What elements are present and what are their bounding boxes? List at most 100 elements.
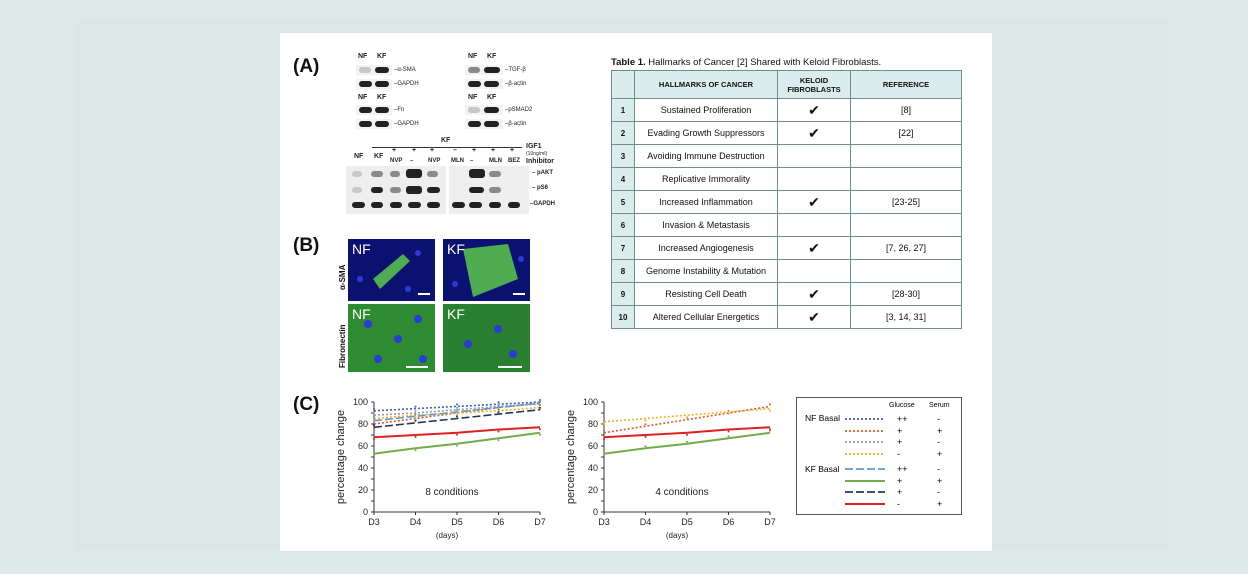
- panel-label-a: (A): [293, 56, 320, 77]
- table-header-cell: HALLMARKS OF CANCER: [634, 70, 778, 99]
- blot-col-kf: KF: [487, 53, 497, 60]
- legend-serum-value: +: [937, 448, 943, 459]
- blot-row-label: – pAKT: [532, 170, 553, 176]
- chart-title: 8 conditions: [425, 487, 478, 498]
- blot-row-label: – pS6: [532, 185, 549, 191]
- y-axis-label: percentage change: [565, 410, 577, 504]
- x-tick-label: D7: [534, 517, 546, 527]
- micrograph-row-label: α-SMA: [338, 264, 347, 290]
- micrograph-tag: NF: [352, 306, 371, 322]
- table-cell-ref: [7, 26, 27]: [850, 236, 962, 260]
- legend-serum-value: +: [937, 498, 943, 509]
- table-row: 10 Altered Cellular Energetics ✔ [3, 14, 31…: [611, 305, 962, 329]
- chart-legend: Glucose Serum NF Basal KF Basal ++ - + + + - -…: [796, 397, 962, 515]
- y-tick-label: 0: [363, 507, 368, 517]
- series-line: [373, 402, 541, 422]
- table-cell-check: ✔: [777, 282, 851, 306]
- data-point: [497, 404, 500, 407]
- table-row: 9 Resisting Cell Death ✔ [28-30]: [611, 282, 962, 306]
- table-title: Table 1. Hallmarks of Cancer [2] Shared …: [611, 57, 881, 68]
- data-point: [603, 450, 605, 453]
- table-cell-num: 1: [611, 98, 635, 122]
- data-point: [414, 419, 417, 422]
- series-line: [603, 431, 771, 455]
- table-cell-check: ✔: [777, 98, 851, 122]
- blot-bottom-right: [449, 166, 529, 214]
- table-header-cell: [611, 70, 635, 99]
- blot-row-label: –α-SMA: [394, 67, 416, 73]
- x-tick-label: D4: [640, 517, 652, 527]
- y-tick-label: 60: [358, 441, 368, 451]
- y-tick-label: 100: [353, 397, 368, 407]
- data-point: [456, 433, 458, 436]
- micrograph-nf-fibronectin: NF: [348, 304, 435, 372]
- blot-igf-sign: –: [453, 147, 457, 154]
- panel-label-c: (C): [293, 394, 320, 415]
- legend-nf-label: NF Basal: [805, 413, 840, 423]
- data-point: [644, 445, 647, 448]
- table-cell-ref: [22]: [850, 121, 962, 145]
- table-cell-hallmark: Replicative Immorality: [634, 167, 778, 191]
- blot-band-row: [356, 119, 392, 129]
- blot-band-row: [465, 105, 503, 115]
- table-cell-ref: [28-30]: [850, 282, 962, 306]
- legend-swatch: [845, 452, 885, 455]
- data-point: [373, 407, 375, 410]
- table-cell-ref: [850, 213, 962, 237]
- table-cell-ref: [850, 259, 962, 283]
- data-point: [456, 408, 458, 411]
- legend-serum-value: -: [937, 414, 940, 424]
- blot-col-nf: NF: [358, 53, 368, 60]
- legend-serum-value: -: [937, 464, 940, 474]
- blot-row-label: –GAPDH: [394, 81, 419, 87]
- y-axis-label: percentage change: [335, 410, 347, 504]
- table-cell-ref: [3, 14, 31]: [850, 305, 962, 329]
- chart-title: 4 conditions: [655, 487, 708, 498]
- y-tick-label: 20: [358, 485, 368, 495]
- x-tick-label: D6: [493, 517, 505, 527]
- x-tick-label: D7: [764, 517, 776, 527]
- data-point: [456, 444, 458, 447]
- blot-row-label: –Fn: [394, 107, 405, 113]
- blot-col-kf: KF: [377, 94, 387, 101]
- table-row: 7 Increased Angiogenesis ✔ [7, 26, 27]: [611, 236, 962, 260]
- blot-inhibitor-cell: BEZ: [508, 158, 520, 164]
- micrograph-kf-fibronectin: KF: [443, 304, 530, 372]
- table-cell-num: 8: [611, 259, 635, 283]
- blot-col-nf: NF: [468, 94, 478, 101]
- legend-swatch: [845, 491, 885, 493]
- data-point: [603, 429, 605, 432]
- data-point: [727, 435, 730, 438]
- table-row: 1 Sustained Proliferation ✔ [8]: [611, 98, 962, 122]
- y-tick-label: 80: [358, 419, 368, 429]
- blot-bottom-left: [346, 166, 446, 214]
- table-cell-check: [777, 213, 851, 237]
- blot-inhibitor-cell: NVP: [428, 158, 441, 164]
- legend-glucose-value: +: [897, 425, 903, 436]
- series-line: [603, 426, 771, 439]
- table-cell-check: [777, 144, 851, 168]
- blot-row-label: –GAPDH: [530, 201, 556, 207]
- table-cell-num: 5: [611, 190, 635, 214]
- data-point: [769, 429, 771, 432]
- blot-nf-col: NF: [354, 153, 364, 160]
- table-cell-hallmark: Altered Cellular Energetics: [634, 305, 778, 329]
- table-header-row: HALLMARKS OF CANCER KELOID FIBROBLASTS R…: [611, 70, 962, 99]
- table-row: 6 Invasion & Metastasis: [611, 213, 962, 237]
- blot-row-label: –GAPDH: [394, 121, 419, 127]
- blot-inhibitor-cell: –: [410, 158, 414, 164]
- x-axis-label: (days): [666, 531, 689, 540]
- blot-band-row: [465, 119, 503, 129]
- data-point: [414, 436, 417, 438]
- data-point: [373, 412, 375, 415]
- legend-glucose-value: -: [897, 448, 900, 459]
- micrograph-tag: NF: [352, 241, 371, 257]
- blot-kf-col: KF: [374, 153, 384, 160]
- blot-band-row: [465, 65, 503, 75]
- blot-band-row: [465, 79, 503, 89]
- table-cell-check: ✔: [777, 121, 851, 145]
- table-cell-hallmark: Increased Angiogenesis: [634, 236, 778, 260]
- blot-row-label: –β-actin: [505, 121, 527, 127]
- legend-glucose-value: ++: [897, 414, 908, 424]
- table-cell-check: ✔: [777, 190, 851, 214]
